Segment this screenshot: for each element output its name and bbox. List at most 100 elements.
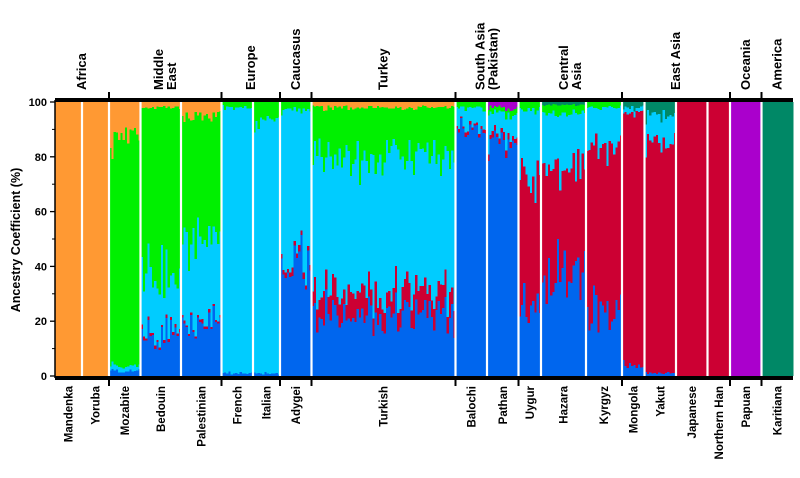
bar-turkish-32-red: [381, 309, 384, 331]
bar-palestinian-16-orange: [214, 102, 218, 117]
bar-pathan-7-light-blue: [500, 111, 504, 129]
region-label-turkey: Turkey: [376, 48, 391, 90]
bar-bedouin-16-red: [174, 324, 177, 328]
bar-palestinian-15-blue: [212, 306, 216, 376]
bar-turkish-52-red: [426, 293, 429, 319]
bar-yakut-8-teal: [660, 102, 663, 123]
bar-hazara-12-blue: [565, 297, 569, 376]
bar-bedouin-9-red: [158, 347, 162, 350]
bar-turkish-62-blue: [448, 317, 452, 376]
bar-uygur-5-light-blue: [527, 108, 531, 187]
bar-northern-han-1-red: [707, 102, 711, 376]
bar-turkish-54-light-blue: [430, 156, 434, 301]
bar-turkish-12-red: [336, 296, 339, 316]
bar-french-5-green: [230, 102, 234, 108]
bar-turkish-16-red: [345, 305, 348, 321]
bar-turkish-44-red: [408, 282, 411, 307]
bar-bedouin-12-light-blue: [165, 249, 168, 315]
bar-adygei-1-red: [280, 254, 283, 259]
region-label-caucasus: Caucasus: [288, 29, 303, 90]
bar-hazara-16-teal: [574, 102, 578, 106]
bar-mozabite-9-orange: [127, 102, 130, 144]
bar-kyrgyz-8-green: [601, 102, 605, 107]
bar-turkish-20-orange: [354, 102, 357, 109]
bar-bedouin-13-orange: [167, 102, 171, 107]
bar-bedouin-14-light-blue: [169, 275, 173, 318]
bar-turkish-58-blue: [439, 314, 443, 376]
bar-turkish-62-orange: [448, 102, 452, 109]
bar-uygur-6-green: [529, 102, 533, 112]
bar-kyrgyz-5-light-blue: [595, 107, 598, 134]
bar-pathan-2-blue: [489, 138, 492, 376]
bar-balochi-12-light-blue: [480, 107, 483, 126]
bar-palestinian-9-light-blue: [199, 236, 202, 320]
bar-mozabite-2-green: [111, 158, 114, 362]
bar-turkish-24-blue: [363, 322, 366, 376]
bar-kyrgyz-5-green: [595, 102, 598, 108]
bar-northern-han-3-red: [712, 102, 715, 376]
bar-papuan-9-purple: [748, 102, 751, 376]
bar-balochi-3-red: [460, 116, 463, 119]
bar-balochi-9-blue: [473, 125, 477, 376]
bar-adygei-10-light-blue: [300, 113, 303, 231]
bar-hazara-3-teal: [545, 102, 549, 105]
y-tick-label-20: 20: [35, 316, 47, 328]
bar-bedouin-4-light-blue: [147, 243, 150, 317]
bar-uygur-3-green: [523, 102, 526, 112]
bar-french-13-light-blue: [248, 108, 252, 373]
bar-hazara-19-light-blue: [581, 110, 585, 154]
bar-turkish-23-red: [361, 283, 364, 309]
bar-yakut-1-teal: [644, 102, 648, 125]
bar-turkish-6-orange: [322, 102, 326, 111]
bar-adygei-3-green: [284, 102, 288, 110]
bar-mozabite-4-orange: [115, 102, 119, 133]
bar-italian-4-green: [259, 102, 263, 118]
bar-mozabite-12-blue: [133, 370, 137, 376]
bar-bedouin-4-orange: [147, 102, 150, 109]
bar-turkish-56-green: [435, 107, 438, 165]
bar-balochi-12-green: [480, 102, 483, 108]
bar-turkish-26-light-blue: [367, 173, 371, 272]
bar-turkish-3-blue: [316, 332, 319, 376]
bar-adygei-6-red: [291, 267, 294, 276]
bar-balochi-13-red: [482, 129, 486, 134]
bar-turkish-7-light-blue: [325, 157, 328, 270]
bar-turkish-34-orange: [385, 102, 389, 108]
bar-palestinian-1-light-blue: [181, 244, 184, 315]
bar-pathan-2-green: [489, 105, 492, 112]
bar-turkish-58-light-blue: [439, 176, 443, 285]
bar-bedouin-15-orange: [172, 102, 175, 108]
bar-mongola-7-teal: [635, 102, 639, 108]
bar-turkish-30-green: [376, 106, 380, 163]
bar-balochi-9-green: [473, 102, 477, 108]
bar-turkish-24-green: [363, 108, 366, 151]
bar-palestinian-13-green: [208, 118, 211, 226]
bar-uygur-1-light-blue: [518, 108, 522, 180]
bar-yakut-12-blue: [669, 373, 672, 376]
bar-palestinian-10-orange: [201, 102, 204, 121]
population-label-adygei: Adygei: [291, 386, 303, 424]
bar-italian-1-light-blue: [253, 132, 256, 373]
bar-papuan-11-purple: [752, 102, 756, 376]
bar-hazara-7-green: [554, 104, 558, 117]
bar-italian-1-blue: [253, 372, 256, 376]
bar-mongola-8-blue: [637, 364, 641, 376]
bar-turkish-40-light-blue: [399, 159, 402, 309]
bar-turkish-21-light-blue: [356, 140, 360, 292]
bar-turkish-40-red: [399, 308, 402, 328]
y-tick-label-80: 80: [35, 152, 47, 164]
bar-adygei-7-red: [293, 240, 297, 246]
bar-bedouin-15-blue: [172, 335, 175, 376]
bar-french-2-light-blue: [223, 109, 227, 373]
bar-mongola-4-red: [628, 113, 632, 363]
bar-pathan-6-red: [498, 138, 501, 145]
bar-uygur-2-blue: [520, 304, 524, 376]
bar-palestinian-6-blue: [192, 331, 195, 376]
bar-turkish-51-light-blue: [424, 152, 427, 278]
bar-mongola-3-blue: [626, 368, 630, 376]
bar-palestinian-1-green: [181, 116, 184, 245]
region-label-middle-east-line1: Middle: [151, 49, 166, 90]
bar-turkish-10-light-blue: [331, 168, 335, 275]
population-label-northern-han: Northern Han: [714, 386, 726, 459]
bar-kyrgyz-4-blue: [592, 285, 596, 376]
